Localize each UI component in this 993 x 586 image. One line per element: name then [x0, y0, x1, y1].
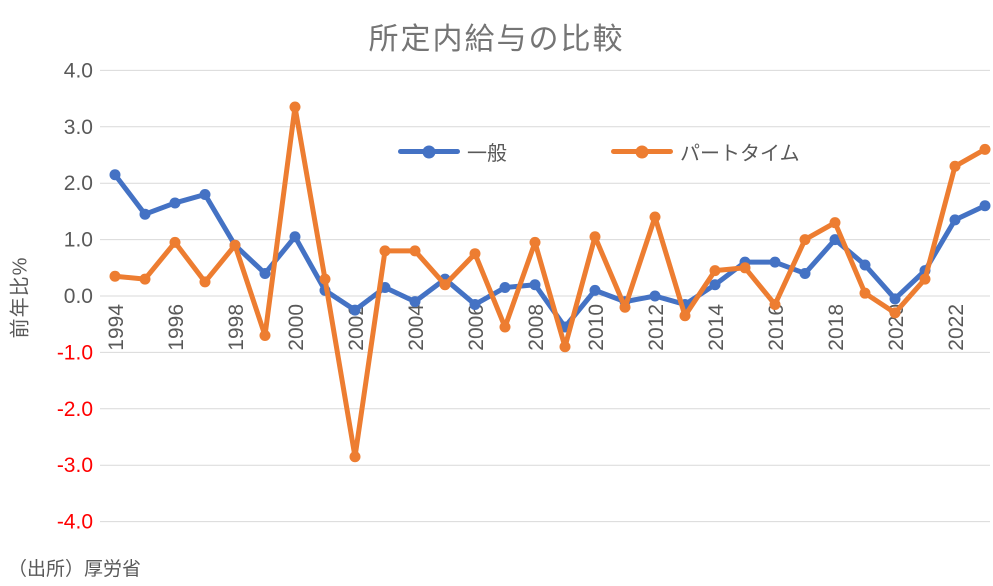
- x-tick-label: 2016: [765, 304, 788, 351]
- data-point-parttime: [529, 236, 541, 248]
- data-point-parttime: [559, 341, 571, 353]
- data-point-general: [169, 197, 181, 209]
- legend-dot-icon: [422, 145, 436, 158]
- data-point-general: [499, 282, 511, 294]
- y-tick-label: 0.0: [64, 285, 93, 308]
- data-point-general: [259, 267, 271, 279]
- data-point-general: [109, 169, 121, 181]
- data-point-parttime: [589, 231, 601, 243]
- x-tick-label: 2002: [345, 304, 368, 351]
- data-point-parttime: [919, 273, 931, 285]
- data-point-general: [199, 188, 211, 200]
- legend-line-marker-icon: [611, 145, 673, 158]
- data-point-parttime: [379, 245, 391, 257]
- data-point-general: [409, 296, 421, 308]
- x-tick-label: 2006: [465, 304, 488, 351]
- legend-dot-icon: [635, 145, 649, 158]
- data-point-parttime: [229, 239, 241, 251]
- x-tick-label: 1996: [165, 304, 188, 351]
- data-point-general: [949, 214, 961, 226]
- data-point-general: [979, 200, 991, 212]
- x-tick-label: 1998: [225, 304, 248, 351]
- data-point-parttime: [709, 265, 721, 277]
- y-tick-label: -4.0: [57, 511, 93, 534]
- data-point-parttime: [349, 451, 361, 463]
- data-point-parttime: [439, 279, 451, 291]
- data-point-parttime: [949, 160, 961, 172]
- legend-item-parttime: パートタイム: [611, 137, 800, 166]
- data-point-parttime: [319, 273, 331, 285]
- data-point-parttime: [409, 245, 421, 257]
- legend: 一般 パートタイム: [398, 137, 800, 166]
- data-point-general: [289, 231, 301, 243]
- data-point-general: [349, 304, 361, 316]
- data-point-parttime: [979, 143, 991, 155]
- x-tick-label: 2014: [705, 304, 728, 351]
- data-point-parttime: [499, 321, 511, 333]
- data-point-general: [529, 279, 541, 291]
- data-point-parttime: [829, 217, 841, 229]
- x-tick-label: 2008: [525, 304, 548, 351]
- y-tick-label: 4.0: [64, 59, 93, 82]
- data-point-parttime: [139, 273, 151, 285]
- data-point-general: [709, 279, 721, 291]
- data-point-general: [829, 234, 841, 246]
- data-point-parttime: [859, 287, 871, 299]
- legend-label-general: 一般: [467, 143, 507, 165]
- data-point-parttime: [649, 211, 661, 223]
- data-point-general: [859, 259, 871, 271]
- data-point-parttime: [679, 310, 691, 322]
- x-tick-label: 2000: [285, 304, 308, 351]
- data-point-parttime: [199, 276, 211, 288]
- x-tick-label: 2012: [645, 304, 668, 351]
- data-point-parttime: [889, 307, 901, 319]
- data-point-parttime: [769, 298, 781, 310]
- data-point-general: [649, 290, 661, 302]
- y-tick-label: -3.0: [57, 454, 93, 477]
- data-point-parttime: [469, 248, 481, 260]
- y-tick-label: -1.0: [57, 341, 93, 364]
- data-point-parttime: [259, 329, 271, 341]
- y-axis-title: 前年比%: [9, 256, 32, 339]
- legend-label-parttime: パートタイム: [680, 143, 800, 165]
- x-tick-label: 2018: [825, 304, 848, 351]
- data-point-parttime: [619, 301, 631, 313]
- data-point-general: [799, 267, 811, 279]
- x-tick-label: 2010: [585, 304, 608, 351]
- series-line-general: [112, 172, 988, 330]
- source-note: （出所）厚労省: [8, 559, 142, 580]
- x-tick-label: 2022: [945, 304, 968, 351]
- data-point-parttime: [739, 262, 751, 274]
- x-tick-label: 1994: [105, 304, 128, 351]
- data-point-parttime: [169, 236, 181, 248]
- data-point-general: [769, 256, 781, 268]
- chart-title: 所定内給与の比較: [368, 23, 625, 56]
- data-point-parttime: [109, 270, 121, 282]
- data-point-general: [889, 293, 901, 305]
- data-point-general: [589, 284, 601, 296]
- data-point-parttime: [799, 234, 811, 246]
- data-point-parttime: [289, 101, 301, 113]
- data-point-general: [469, 298, 481, 310]
- y-tick-label: 2.0: [64, 172, 93, 195]
- series-line-parttime: [112, 104, 988, 460]
- x-tick-label: 2004: [405, 304, 428, 351]
- y-tick-label: 1.0: [64, 229, 93, 252]
- data-point-general: [139, 208, 151, 220]
- legend-line-marker-icon: [398, 145, 460, 158]
- y-tick-label: -2.0: [57, 398, 93, 421]
- y-tick-label: 3.0: [64, 116, 93, 139]
- legend-item-general: 一般: [398, 137, 507, 166]
